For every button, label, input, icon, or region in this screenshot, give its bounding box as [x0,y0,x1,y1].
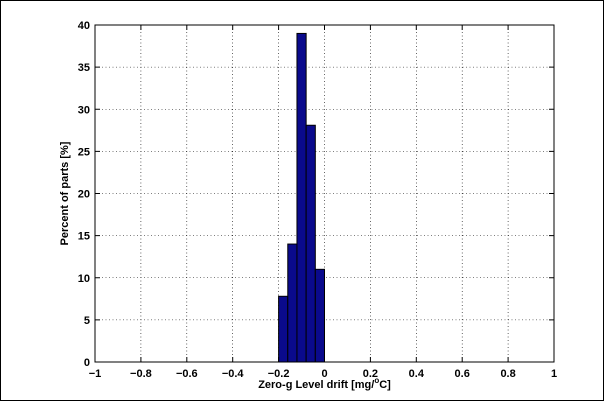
x-tick-labels: −1 −0.8 −0.6 −0.4 −0.2 0 0.2 0.4 0.6 0.8 1 [89,368,557,380]
y-tick-label: 15 [78,231,90,243]
y-axis-label: Percent of parts [%] [59,141,71,245]
x-axis-label-main: Zero-g Level drift [mg/ [258,379,374,391]
x-tick-label: 0 [321,368,327,380]
y-tick-labels: 0 5 10 15 20 25 30 35 40 [78,20,90,369]
histogram-bar [287,243,298,363]
x-tick-label: −0.6 [176,368,198,380]
y-tick-label: 10 [78,273,90,285]
x-tick-label: −0.4 [222,368,245,380]
x-tick-label: 0.6 [455,368,470,380]
histogram-bars [278,32,326,363]
y-tick-label: 35 [78,62,90,74]
histogram-bar [296,32,307,363]
x-axis-label: Zero-g Level drift [mg/oC] [258,376,391,391]
histogram-bar [305,124,316,363]
x-tick-label: −1 [89,368,102,380]
y-tick-label: 40 [78,20,90,32]
y-tick-label: 0 [84,357,90,369]
x-axis-label-degree: o [374,376,379,385]
x-tick-label: 0.2 [363,368,378,380]
y-tick-label: 5 [84,315,90,327]
y-tick-label: 30 [78,104,90,116]
axis-ticks [94,24,555,363]
y-tick-label: 20 [78,189,90,201]
x-tick-label: −0.2 [268,368,290,380]
x-axis-label-unit: C] [379,379,391,391]
x-tick-label: 0.4 [409,368,425,380]
x-tick-label: −0.8 [130,368,152,380]
y-tick-label: 25 [78,146,90,158]
x-tick-label: 0.8 [500,368,515,380]
grid-lines [95,25,554,362]
histogram-bar [278,295,289,363]
x-tick-label: 1 [551,368,557,380]
histogram-bar [314,268,326,363]
